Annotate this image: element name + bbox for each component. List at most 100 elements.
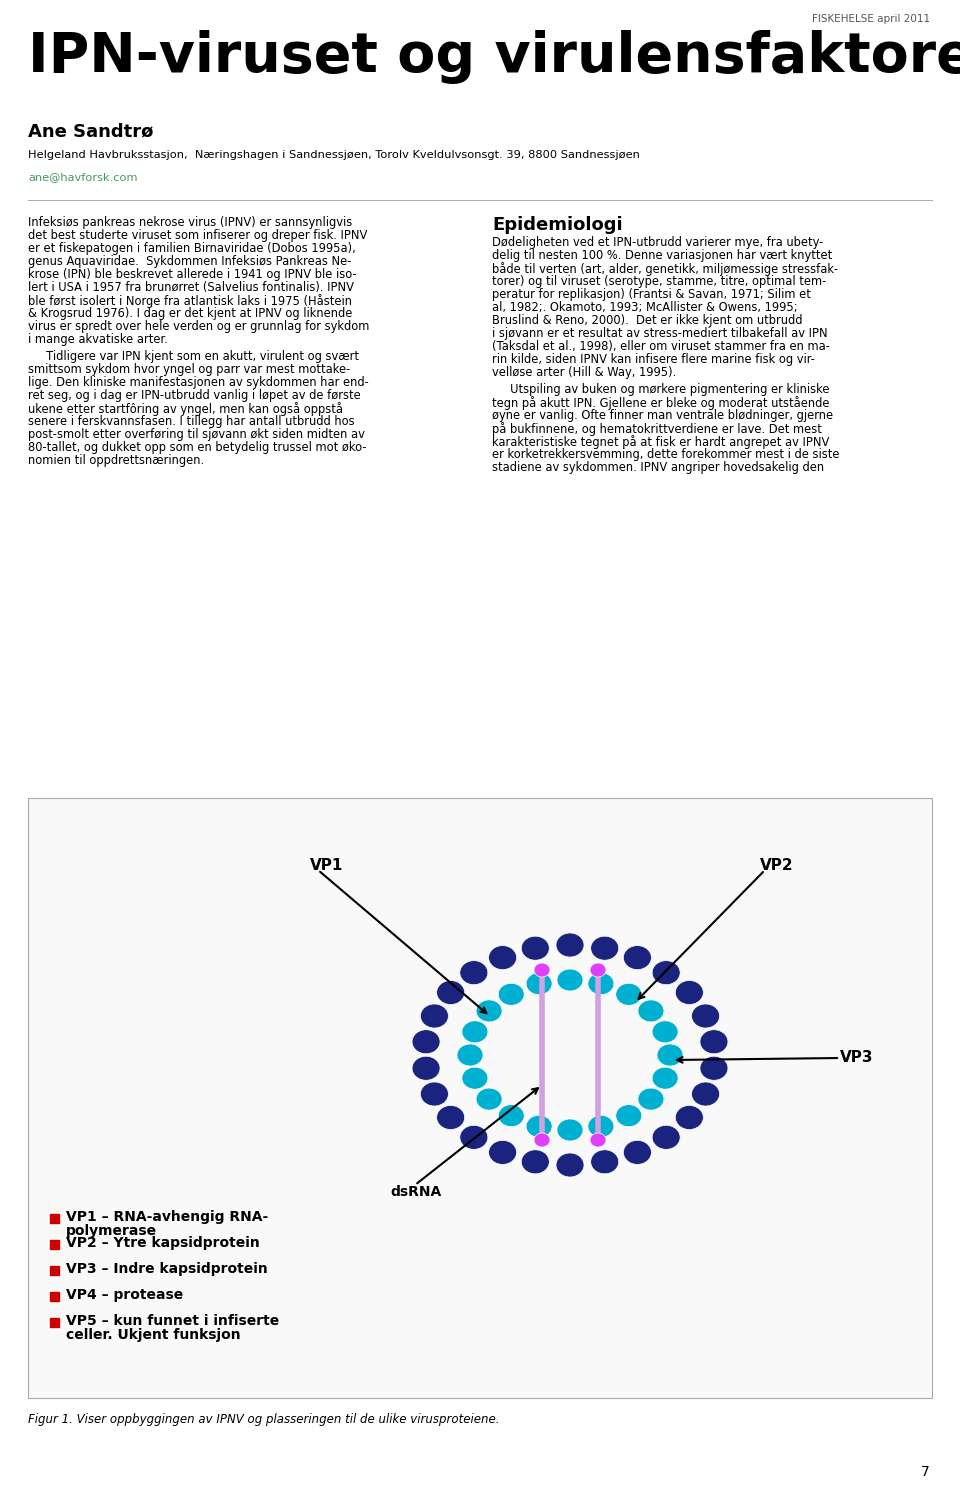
Ellipse shape bbox=[615, 984, 642, 1006]
Ellipse shape bbox=[675, 1105, 704, 1130]
Text: Ane Sandtrø: Ane Sandtrø bbox=[28, 121, 154, 141]
Text: FISKEHELSE april 2011: FISKEHELSE april 2011 bbox=[812, 13, 930, 24]
Text: genus Aquaviridae.  Sykdommen Infeksiøs Pankreas Ne-: genus Aquaviridae. Sykdommen Infeksiøs P… bbox=[28, 254, 351, 268]
Text: VP3: VP3 bbox=[840, 1049, 874, 1064]
Ellipse shape bbox=[526, 973, 552, 994]
Text: på bukfinnene, og hematokrittverdiene er lave. Det mest: på bukfinnene, og hematokrittverdiene er… bbox=[492, 422, 822, 436]
Text: ret seg, og i dag er IPN-utbrudd vanlig i løpet av de første: ret seg, og i dag er IPN-utbrudd vanlig … bbox=[28, 389, 361, 403]
Ellipse shape bbox=[675, 981, 704, 1004]
Text: peratur for replikasjon) (Frantsi & Savan, 1971; Silim et: peratur for replikasjon) (Frantsi & Sava… bbox=[492, 287, 811, 301]
Text: (Taksdal et al., 1998), eller om viruset stammer fra en ma-: (Taksdal et al., 1998), eller om viruset… bbox=[492, 340, 829, 353]
Ellipse shape bbox=[588, 1115, 613, 1138]
Text: VP5 – kun funnet i infiserte: VP5 – kun funnet i infiserte bbox=[66, 1314, 279, 1328]
Ellipse shape bbox=[460, 1126, 488, 1150]
Ellipse shape bbox=[489, 1141, 516, 1165]
Ellipse shape bbox=[590, 963, 606, 978]
Text: polymerase: polymerase bbox=[66, 1225, 157, 1238]
Text: karakteristiske tegnet på at fisk er hardt angrepet av IPNV: karakteristiske tegnet på at fisk er har… bbox=[492, 436, 829, 449]
Ellipse shape bbox=[623, 946, 652, 970]
Bar bbox=[50, 1292, 59, 1301]
Ellipse shape bbox=[420, 1082, 448, 1106]
Ellipse shape bbox=[590, 936, 618, 960]
Ellipse shape bbox=[498, 1105, 524, 1127]
Ellipse shape bbox=[457, 1043, 483, 1066]
Text: VP3 – Indre kapsidprotein: VP3 – Indre kapsidprotein bbox=[66, 1262, 268, 1275]
Bar bbox=[50, 1240, 59, 1248]
Ellipse shape bbox=[462, 1021, 488, 1043]
Ellipse shape bbox=[652, 961, 680, 985]
Ellipse shape bbox=[498, 984, 524, 1006]
Ellipse shape bbox=[657, 1043, 683, 1066]
Ellipse shape bbox=[590, 1150, 618, 1174]
Text: er et fiskepatogen i familien Birnaviridae (Dobos 1995a),: er et fiskepatogen i familien Birnavirid… bbox=[28, 243, 356, 254]
Ellipse shape bbox=[691, 1082, 720, 1106]
Text: Figur 1. Viser oppbyggingen av IPNV og plasseringen til de ulike virusproteiene.: Figur 1. Viser oppbyggingen av IPNV og p… bbox=[28, 1413, 499, 1427]
Ellipse shape bbox=[652, 1021, 678, 1043]
Text: 80-tallet, og dukket opp som en betydelig trussel mot øko-: 80-tallet, og dukket opp som en betydeli… bbox=[28, 442, 367, 454]
Ellipse shape bbox=[460, 961, 488, 985]
Text: Epidemiologi: Epidemiologi bbox=[492, 216, 623, 234]
Text: ane@havforsk.com: ane@havforsk.com bbox=[28, 172, 137, 183]
Ellipse shape bbox=[534, 1133, 550, 1147]
Ellipse shape bbox=[590, 1133, 606, 1147]
Text: al, 1982;. Okamoto, 1993; McAllister & Owens, 1995;: al, 1982;. Okamoto, 1993; McAllister & O… bbox=[492, 301, 798, 314]
Ellipse shape bbox=[526, 1115, 552, 1138]
Ellipse shape bbox=[556, 933, 584, 957]
Text: celler. Ukjent funksjon: celler. Ukjent funksjon bbox=[66, 1328, 241, 1341]
Text: Utspiling av buken og mørkere pigmentering er kliniske: Utspiling av buken og mørkere pigmenteri… bbox=[492, 383, 829, 397]
Text: virus er spredt over hele verden og er grunnlag for sykdom: virus er spredt over hele verden og er g… bbox=[28, 320, 370, 332]
Text: delig til nesten 100 %. Denne variasjonen har vært knyttet: delig til nesten 100 %. Denne variasjone… bbox=[492, 249, 832, 262]
Text: i sjøvann er et resultat av stress-mediert tilbakefall av IPN: i sjøvann er et resultat av stress-medie… bbox=[492, 326, 828, 340]
Ellipse shape bbox=[637, 1000, 664, 1022]
Text: ukene etter startfôring av yngel, men kan også oppstå: ukene etter startfôring av yngel, men ka… bbox=[28, 403, 343, 416]
Ellipse shape bbox=[556, 1153, 584, 1177]
Ellipse shape bbox=[700, 1057, 728, 1081]
Text: velløse arter (Hill & Way, 1995).: velløse arter (Hill & Way, 1995). bbox=[492, 365, 676, 379]
Ellipse shape bbox=[521, 936, 549, 960]
Text: VP2 – Ytre kapsidprotein: VP2 – Ytre kapsidprotein bbox=[66, 1237, 260, 1250]
Text: VP4 – protease: VP4 – protease bbox=[66, 1287, 183, 1302]
Text: i mange akvatiske arter.: i mange akvatiske arter. bbox=[28, 332, 168, 346]
Text: ble først isolert i Norge fra atlantisk laks i 1975 (Håstein: ble først isolert i Norge fra atlantisk … bbox=[28, 293, 352, 308]
Bar bbox=[50, 1266, 59, 1275]
Ellipse shape bbox=[652, 1126, 680, 1150]
Ellipse shape bbox=[652, 1067, 678, 1090]
Text: IPN-viruset og virulensfaktorer: IPN-viruset og virulensfaktorer bbox=[28, 30, 960, 84]
Text: smittsom sykdom hvor yngel og parr var mest mottake-: smittsom sykdom hvor yngel og parr var m… bbox=[28, 362, 350, 376]
Ellipse shape bbox=[420, 1004, 448, 1028]
Ellipse shape bbox=[588, 973, 613, 994]
Text: torer) og til viruset (serotype, stamme, titre, optimal tem-: torer) og til viruset (serotype, stamme,… bbox=[492, 275, 827, 287]
Ellipse shape bbox=[412, 1057, 440, 1081]
Text: stadiene av sykdommen. IPNV angriper hovedsakelig den: stadiene av sykdommen. IPNV angriper hov… bbox=[492, 461, 824, 475]
Text: lige. Den kliniske manifestasjonen av sykdommen har end-: lige. Den kliniske manifestasjonen av sy… bbox=[28, 376, 369, 389]
Ellipse shape bbox=[691, 1004, 720, 1028]
Text: dsRNA: dsRNA bbox=[390, 1186, 442, 1199]
Text: nomien til oppdrettsnæringen.: nomien til oppdrettsnæringen. bbox=[28, 454, 204, 467]
Ellipse shape bbox=[462, 1067, 488, 1090]
Text: senere i ferskvannsfasen. I tillegg har antall utbrudd hos: senere i ferskvannsfasen. I tillegg har … bbox=[28, 415, 354, 428]
Text: Helgeland Havbruksstasjon,  Næringshagen i Sandnessjøen, Torolv Kveldulvsonsgt. : Helgeland Havbruksstasjon, Næringshagen … bbox=[28, 150, 640, 160]
Text: Bruslind & Reno, 2000).  Det er ikke kjent om utbrudd: Bruslind & Reno, 2000). Det er ikke kjen… bbox=[492, 314, 803, 326]
Ellipse shape bbox=[521, 1150, 549, 1174]
Ellipse shape bbox=[615, 1105, 642, 1127]
Ellipse shape bbox=[700, 1030, 728, 1054]
Ellipse shape bbox=[623, 1141, 652, 1165]
Text: krose (IPN) ble beskrevet allerede i 1941 og IPNV ble iso-: krose (IPN) ble beskrevet allerede i 194… bbox=[28, 268, 356, 281]
Text: 7: 7 bbox=[922, 1466, 930, 1479]
Ellipse shape bbox=[437, 1105, 465, 1130]
Text: & Krogsrud 1976). I dag er det kjent at IPNV og liknende: & Krogsrud 1976). I dag er det kjent at … bbox=[28, 307, 352, 320]
Text: Dødeligheten ved et IPN-utbrudd varierer mye, fra ubety-: Dødeligheten ved et IPN-utbrudd varierer… bbox=[492, 237, 824, 249]
Ellipse shape bbox=[557, 1118, 583, 1141]
Ellipse shape bbox=[476, 1000, 502, 1022]
Text: post-smolt etter overføring til sjøvann økt siden midten av: post-smolt etter overføring til sjøvann … bbox=[28, 428, 365, 442]
Ellipse shape bbox=[637, 1088, 664, 1111]
Bar bbox=[50, 1214, 59, 1223]
Text: det best studerte viruset som infiserer og dreper fisk. IPNV: det best studerte viruset som infiserer … bbox=[28, 229, 368, 243]
Text: VP1: VP1 bbox=[310, 858, 344, 873]
Text: både til verten (art, alder, genetikk, miljømessige stressfak-: både til verten (art, alder, genetikk, m… bbox=[492, 262, 838, 275]
Ellipse shape bbox=[557, 969, 583, 991]
Text: VP1 – RNA-avhengig RNA-: VP1 – RNA-avhengig RNA- bbox=[66, 1210, 268, 1225]
Bar bbox=[28, 798, 932, 1398]
Text: er korketrekkersvemming, dette forekommer mest i de siste: er korketrekkersvemming, dette forekomme… bbox=[492, 448, 839, 461]
Text: VP2: VP2 bbox=[760, 858, 794, 873]
